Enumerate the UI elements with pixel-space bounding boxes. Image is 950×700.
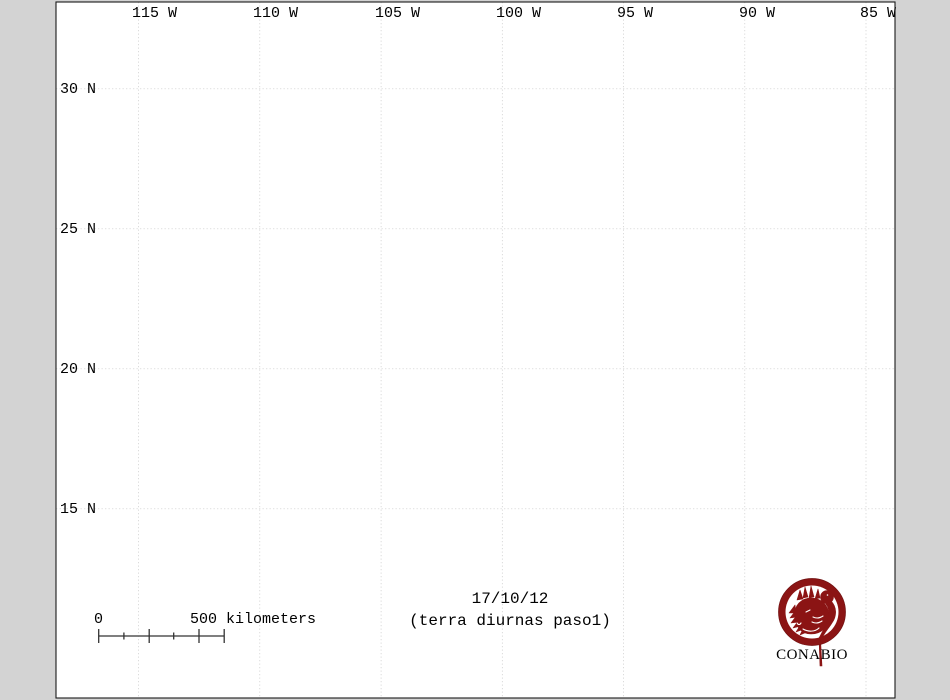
svg-text:(terra diurnas paso1): (terra diurnas paso1) — [409, 612, 611, 630]
svg-text:90 W: 90 W — [739, 5, 775, 22]
svg-text:100 W: 100 W — [496, 5, 541, 22]
svg-text:115 W: 115 W — [132, 5, 177, 22]
svg-text:105 W: 105 W — [375, 5, 420, 22]
svg-text:0: 0 — [94, 611, 103, 628]
svg-text:25 N: 25 N — [60, 221, 96, 238]
svg-text:17/10/12: 17/10/12 — [472, 590, 549, 608]
svg-text:95 W: 95 W — [617, 5, 653, 22]
svg-text:85 W: 85 W — [860, 5, 896, 22]
svg-text:CONABIO: CONABIO — [776, 647, 848, 663]
svg-text:500 kilometers: 500 kilometers — [190, 611, 316, 628]
svg-text:30 N: 30 N — [60, 81, 96, 98]
svg-text:110 W: 110 W — [253, 5, 298, 22]
svg-text:15 N: 15 N — [60, 501, 96, 518]
svg-text:20 N: 20 N — [60, 361, 96, 378]
